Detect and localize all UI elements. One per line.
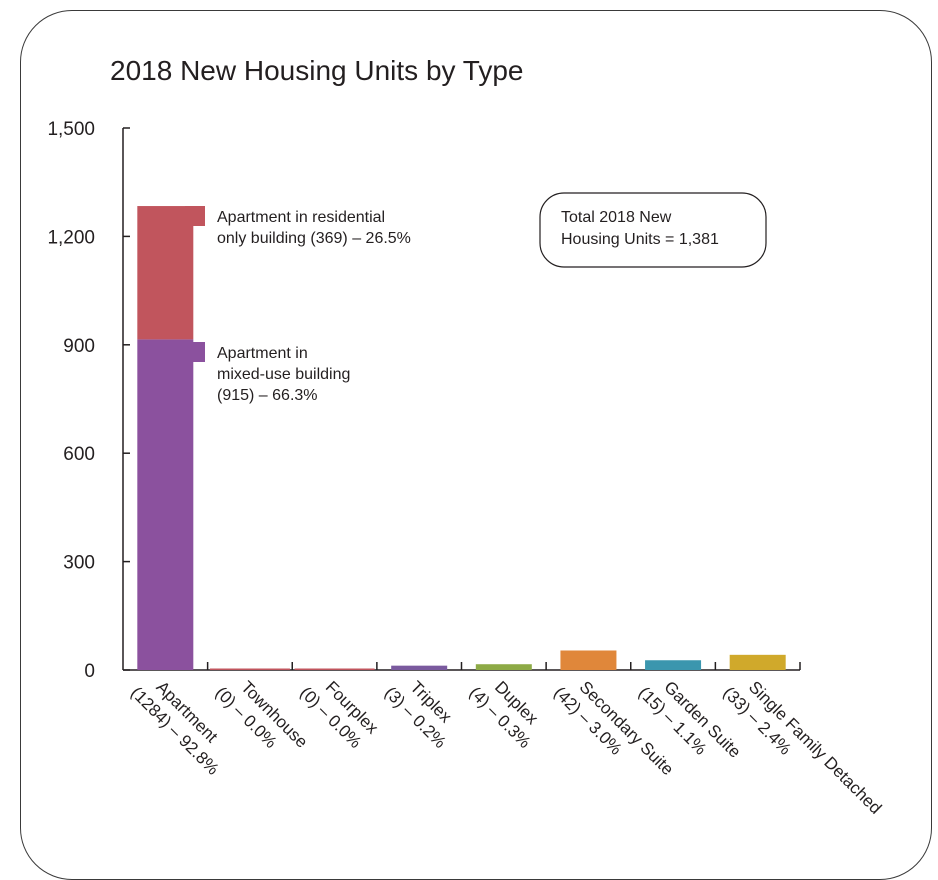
total-box: Total 2018 New Housing Units = 1,381 [539,192,767,268]
annotations: Apartment in residential only building (3… [185,206,411,404]
category-label: Duplex(4) – 0.3% [466,677,543,752]
bar-apartment-mixed-use [137,339,194,670]
bar [209,668,290,670]
total-box-text: Housing Units = 1,381 [561,231,719,248]
bar [475,664,532,670]
y-tick-label: 1,500 [47,119,95,140]
category-label: Apartment(1284) – 92.8% [127,677,223,778]
category-label: Townhouse(0) – 0.0% [212,677,312,752]
bar [729,654,786,670]
legend-swatch-mixed-use [185,342,205,362]
legend-label-residential: only building (369) – 26.5% [217,230,411,247]
y-tick-label: 1,200 [47,227,95,248]
legend-label-mixed-use: mixed-use building [217,366,350,383]
y-tick-label: 600 [63,444,95,465]
category-label: Fourplex(0) – 0.0% [296,677,382,752]
y-tick-label: 300 [63,553,95,574]
bars [137,206,786,670]
y-axis: 0 300 600 900 1,200 1,500 [47,119,130,682]
y-tick-label: 0 [84,661,95,682]
bar [391,665,448,670]
total-box-border [539,192,767,268]
y-tick-label: 900 [63,336,95,357]
legend-label-mixed-use: (915) – 66.3% [217,387,318,404]
category-label: Triplex(3) – 0.2% [381,677,456,752]
category-labels: Apartment(1284) – 92.8% Townhouse(0) – 0.… [127,677,885,817]
category-label: Single Family Detached(33) – 2.4% [719,677,885,817]
category-name: Single Family Detached [745,677,885,817]
bar-apartment-residential-only [137,206,194,340]
bar [294,668,375,670]
bar [645,660,702,670]
category-label: Secondary Suite(42) – 3.0% [550,677,677,779]
legend-swatch-residential [185,206,205,226]
legend-label-mixed-use: Apartment in [217,345,308,362]
total-box-text: Total 2018 New [561,209,672,226]
chart-title: 2018 New Housing Units by Type [110,55,524,86]
legend-label-residential: Apartment in residential [217,209,385,226]
bar-chart: 2018 New Housing Units by Type 0 300 600 90… [47,55,885,818]
bar [560,650,617,670]
